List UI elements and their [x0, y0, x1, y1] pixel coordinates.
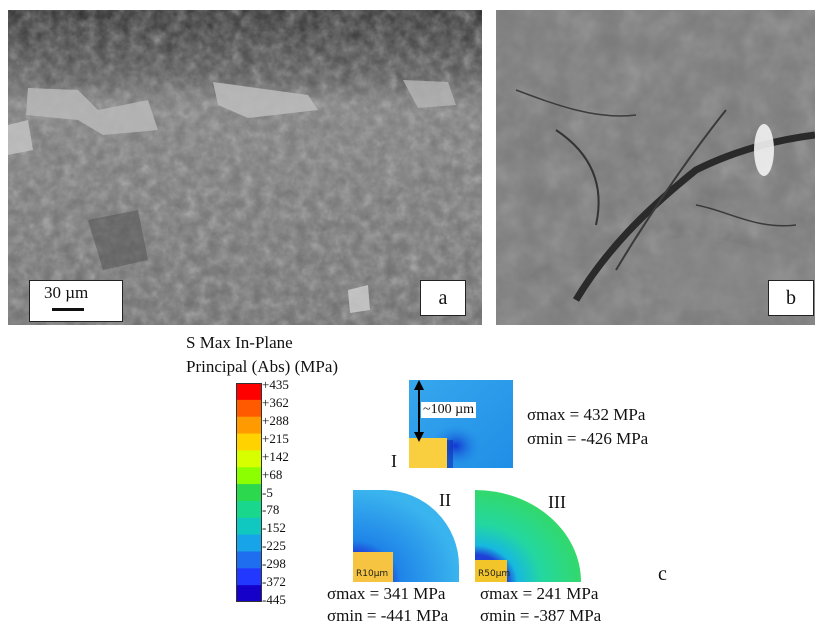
model-ii-label: II [439, 490, 451, 510]
colorbar-tick-label: +142 [262, 448, 289, 464]
colorbar-border [236, 383, 262, 602]
micrograph-a-image [8, 10, 482, 325]
colorbar-segment [236, 383, 262, 401]
model-ii-sigma-min: σmin = -441 MPa [327, 606, 449, 625]
model-iii-sigma-max: σmax = 241 MPa [480, 584, 599, 603]
colorbar-segment [236, 551, 262, 569]
colorbar-segment [236, 416, 262, 435]
panel-label-c: c [658, 563, 667, 585]
colorbar-tick-label: -5 [262, 484, 273, 500]
colorbar-segment [236, 450, 262, 468]
dimension-label: ~100 µm [421, 402, 477, 418]
panel-label-b: b [768, 280, 814, 316]
colorbar-segment [236, 534, 262, 552]
model-i-sigma-max: σmax = 432 MPa [527, 405, 646, 424]
legend-title-line1: S Max In-Plane [186, 333, 293, 352]
colorbar-segment [236, 484, 262, 502]
model-ii-contour [353, 490, 459, 582]
model-ii-sigma-max: σmax = 341 MPa [327, 584, 446, 603]
colorbar-tick-label: -78 [262, 502, 280, 518]
colorbar-segment [236, 585, 262, 602]
model-ii-radius-label: R10µm [356, 569, 389, 579]
colorbar-tick-label: +288 [262, 412, 289, 428]
legend-title-line2: Principal (Abs) (MPa) [186, 357, 339, 376]
model-i-contour [409, 380, 513, 468]
colorbar-tick-label: -225 [262, 538, 286, 554]
scale-bar-label: 30 µm [44, 283, 89, 302]
scale-bar-line [52, 308, 84, 311]
colorbar-segment [236, 399, 262, 418]
colorbar-segment [236, 467, 262, 485]
colorbar-tick-label: +435 [262, 377, 289, 392]
micrograph-b-image [496, 10, 816, 325]
micrograph-a: 30 µm a [8, 10, 482, 325]
model-iii-label: III [548, 492, 566, 512]
colorbar-tick-label: -298 [262, 556, 286, 572]
colorbar-tick-label: -152 [262, 520, 286, 536]
colorbar-tick-label: -372 [262, 574, 286, 590]
model-i-sigma-min: σmin = -426 MPa [527, 429, 649, 448]
model-iii-radius-label: R50µm [478, 569, 511, 579]
colorbar-tick-label: +362 [262, 394, 289, 410]
model-iii-sigma-min: σmin = -387 MPa [480, 606, 602, 625]
model-iii-contour [475, 490, 581, 582]
colorbar-tick-label: -445 [262, 592, 286, 607]
colorbar-segment [236, 517, 262, 536]
model-i-label: I [391, 451, 397, 471]
colorbar-segment [236, 433, 262, 451]
micrograph-b: b [496, 10, 816, 325]
colorbar [236, 383, 262, 602]
colorbar-tick-label: +215 [262, 430, 289, 446]
scale-bar-box: 30 µm [29, 280, 123, 322]
colorbar-segment [236, 568, 262, 586]
colorbar-tick-label: +68 [262, 466, 283, 482]
colorbar-segment [236, 500, 262, 519]
dimension-arrow [414, 380, 424, 442]
panel-label-a: a [420, 280, 466, 316]
